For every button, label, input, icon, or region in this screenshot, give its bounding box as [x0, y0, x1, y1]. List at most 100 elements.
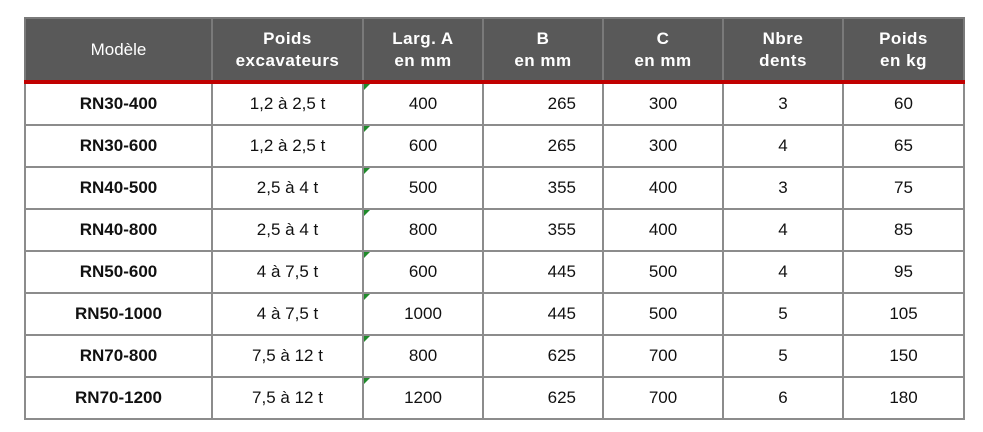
cell-excavator-weight: 2,5 à 4 t: [211, 208, 364, 252]
cell-weight-kg: 105: [842, 292, 965, 336]
cell-b: 625: [482, 376, 604, 420]
table-row: RN70-800 7,5 à 12 t 800 625 700 5 150: [24, 334, 965, 378]
header-line2: excavateurs: [235, 50, 340, 70]
cell-weight-kg: 95: [842, 250, 965, 294]
cell-text: 3: [778, 178, 788, 197]
comment-marker-icon: [364, 210, 370, 216]
cell-width-a: 500: [362, 166, 484, 210]
header-line1: Poids: [263, 28, 312, 48]
cell-c: 400: [602, 208, 724, 252]
cell-text: 95: [894, 262, 913, 281]
cell-teeth-count: 4: [722, 250, 844, 294]
comment-marker-icon: [364, 294, 370, 300]
cell-text: 300: [648, 136, 678, 155]
cell-text: RN70-1200: [75, 388, 162, 407]
cell-teeth-count: 3: [722, 81, 844, 126]
cell-text: 625: [547, 388, 576, 407]
header-line1: Larg. A: [392, 28, 454, 48]
cell-text: 1200: [404, 388, 442, 407]
cell-text: 2,5 à 4 t: [256, 220, 319, 239]
cell-text: RN40-500: [79, 178, 158, 197]
cell-text: 265: [547, 94, 576, 113]
comment-marker-icon: [364, 84, 370, 90]
comment-marker-icon: [364, 336, 370, 342]
cell-text: RN40-800: [79, 220, 158, 239]
cell-weight-kg: 75: [842, 166, 965, 210]
cell-weight-kg: 150: [842, 334, 965, 378]
cell-text: RN30-400: [79, 94, 158, 113]
cell-text: 2,5 à 4 t: [256, 178, 319, 197]
cell-excavator-weight: 7,5 à 12 t: [211, 334, 364, 378]
cell-c: 300: [602, 81, 724, 126]
cell-text: RN50-600: [79, 262, 158, 281]
comment-marker-icon: [364, 252, 370, 258]
cell-model: RN40-500: [24, 166, 213, 210]
table-row: RN30-400 1,2 à 2,5 t 400 265 300 3 60: [24, 81, 965, 126]
cell-c: 400: [602, 166, 724, 210]
cell-excavator-weight: 7,5 à 12 t: [211, 376, 364, 420]
cell-text: 7,5 à 12 t: [252, 346, 323, 365]
cell-c: 700: [602, 334, 724, 378]
cell-text: 625: [547, 346, 576, 365]
table-row: RN30-600 1,2 à 2,5 t 600 265 300 4 65: [24, 124, 965, 168]
cell-teeth-count: 4: [722, 208, 844, 252]
cell-text: 800: [408, 346, 438, 365]
table-row: RN50-600 4 à 7,5 t 600 445 500 4 95: [24, 250, 965, 294]
cell-text: 7,5 à 12 t: [252, 388, 323, 407]
comment-marker-icon: [364, 378, 370, 384]
cell-b: 355: [482, 166, 604, 210]
cell-text: 800: [408, 220, 438, 239]
cell-text: 4 à 7,5 t: [256, 304, 319, 323]
cell-text: 150: [889, 346, 918, 365]
cell-text: 1,2 à 2,5 t: [249, 94, 326, 113]
comment-marker-icon: [364, 126, 370, 132]
cell-width-a: 400: [362, 81, 484, 126]
cell-excavator-weight: 4 à 7,5 t: [211, 250, 364, 294]
cell-text: 400: [648, 220, 678, 239]
cell-width-a: 600: [362, 124, 484, 168]
cell-text: 500: [648, 304, 678, 323]
comment-marker-icon: [364, 168, 370, 174]
cell-text: 6: [778, 388, 788, 407]
cell-text: 3: [778, 94, 788, 113]
cell-text: 600: [408, 262, 438, 281]
header-line1: Modèle: [90, 39, 147, 59]
cell-teeth-count: 6: [722, 376, 844, 420]
cell-width-a: 1000: [362, 292, 484, 336]
table-row: RN40-500 2,5 à 4 t 500 355 400 3 75: [24, 166, 965, 210]
cell-text: 400: [648, 178, 678, 197]
cell-text: 445: [547, 262, 576, 281]
cell-model: RN30-400: [24, 81, 213, 126]
cell-text: 355: [547, 178, 576, 197]
cell-teeth-count: 4: [722, 124, 844, 168]
cell-text: 5: [778, 346, 788, 365]
header-line1: B: [536, 28, 550, 48]
cell-text: RN70-800: [79, 346, 158, 365]
cell-c: 300: [602, 124, 724, 168]
header-line2: en mm: [394, 50, 452, 70]
cell-model: RN70-1200: [24, 376, 213, 420]
cell-teeth-count: 3: [722, 166, 844, 210]
cell-model: RN50-1000: [24, 292, 213, 336]
cell-weight-kg: 65: [842, 124, 965, 168]
cell-text: RN50-1000: [75, 304, 162, 323]
cell-width-a: 600: [362, 250, 484, 294]
cell-text: 4: [778, 262, 788, 281]
cell-b: 625: [482, 334, 604, 378]
cell-text: 500: [648, 262, 678, 281]
cell-c: 500: [602, 250, 724, 294]
cell-b: 355: [482, 208, 604, 252]
header-model: Modèle: [24, 17, 213, 84]
cell-text: 65: [894, 136, 913, 155]
cell-b: 265: [482, 124, 604, 168]
cell-excavator-weight: 1,2 à 2,5 t: [211, 81, 364, 126]
cell-teeth-count: 5: [722, 334, 844, 378]
table-row: RN50-1000 4 à 7,5 t 1000 445 500 5 105: [24, 292, 965, 336]
cell-text: 85: [894, 220, 913, 239]
cell-text: 600: [408, 136, 438, 155]
table-row: RN40-800 2,5 à 4 t 800 355 400 4 85: [24, 208, 965, 252]
cell-model: RN70-800: [24, 334, 213, 378]
